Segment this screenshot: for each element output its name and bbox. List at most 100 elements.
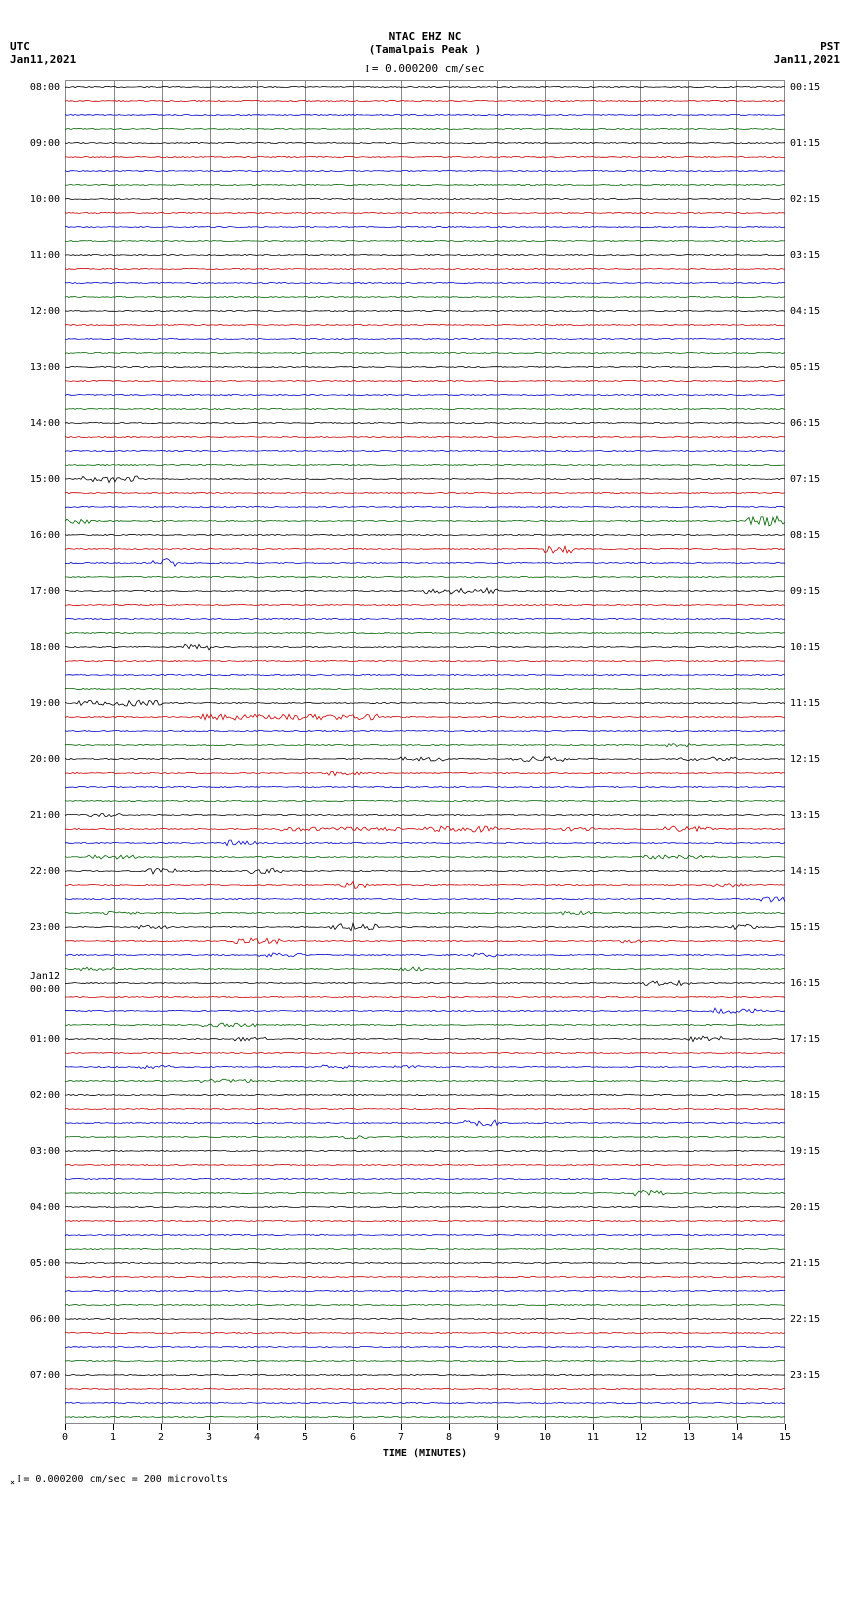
- trace-row: [10, 234, 840, 248]
- trace-waveform: [65, 388, 785, 402]
- trace-row: 05:0021:15: [10, 1256, 840, 1270]
- trace-waveform: [65, 696, 785, 710]
- utc-time-label: 02:00: [10, 1090, 60, 1101]
- trace-waveform: [65, 822, 785, 836]
- trace-row: [10, 1060, 840, 1074]
- trace-waveform: [65, 290, 785, 304]
- utc-time-label: 04:00: [10, 1202, 60, 1213]
- trace-waveform: [65, 234, 785, 248]
- trace-row: [10, 934, 840, 948]
- trace-row: 03:0019:15: [10, 1144, 840, 1158]
- utc-time-label: 14:00: [10, 418, 60, 429]
- trace-row: [10, 948, 840, 962]
- trace-row: 21:0013:15: [10, 808, 840, 822]
- trace-waveform: [65, 1186, 785, 1200]
- trace-waveform: [65, 80, 785, 94]
- trace-waveform: [65, 626, 785, 640]
- trace-row: 15:0007:15: [10, 472, 840, 486]
- x-tick-label: 14: [731, 1432, 743, 1443]
- x-tick: [593, 1424, 594, 1430]
- x-tick: [785, 1424, 786, 1430]
- trace-row: [10, 612, 840, 626]
- trace-row: [10, 1130, 840, 1144]
- trace-row: [10, 388, 840, 402]
- trace-row: [10, 668, 840, 682]
- trace-row: 16:0008:15: [10, 528, 840, 542]
- x-tick-label: 3: [206, 1432, 212, 1443]
- trace-row: 23:0015:15: [10, 920, 840, 934]
- utc-time-label: 13:00: [10, 362, 60, 373]
- trace-waveform: [65, 570, 785, 584]
- utc-time-label: 08:00: [10, 82, 60, 93]
- trace-waveform: [65, 178, 785, 192]
- trace-row: [10, 1186, 840, 1200]
- trace-row: [10, 220, 840, 234]
- utc-time-label: 01:00: [10, 1034, 60, 1045]
- trace-row: [10, 822, 840, 836]
- trace-row: [10, 738, 840, 752]
- trace-waveform: [65, 318, 785, 332]
- trace-row: 18:0010:15: [10, 640, 840, 654]
- x-tick-label: 12: [635, 1432, 647, 1443]
- trace-waveform: [65, 794, 785, 808]
- trace-waveform: [65, 1326, 785, 1340]
- tz-left: UTC: [10, 40, 76, 53]
- trace-row: [10, 1410, 840, 1424]
- trace-row: [10, 766, 840, 780]
- trace-waveform: [65, 430, 785, 444]
- x-tick-label: 15: [779, 1432, 791, 1443]
- trace-row: [10, 1102, 840, 1116]
- x-tick: [161, 1424, 162, 1430]
- trace-waveform: [65, 1368, 785, 1382]
- header-right: PST Jan11,2021: [774, 40, 840, 66]
- trace-row: [10, 276, 840, 290]
- date-left: Jan11,2021: [10, 53, 76, 66]
- trace-row: 17:0009:15: [10, 584, 840, 598]
- trace-row: [10, 836, 840, 850]
- trace-waveform: [65, 920, 785, 934]
- x-tick: [689, 1424, 690, 1430]
- utc-time-label: 10:00: [10, 194, 60, 205]
- x-tick: [305, 1424, 306, 1430]
- trace-waveform: [65, 360, 785, 374]
- trace-row: [10, 178, 840, 192]
- x-tick-label: 1: [110, 1432, 116, 1443]
- trace-row: [10, 1228, 840, 1242]
- trace-row: [10, 122, 840, 136]
- trace-waveform: [65, 1144, 785, 1158]
- pst-time-label: 23:15: [790, 1370, 840, 1381]
- trace-row: 01:0017:15: [10, 1032, 840, 1046]
- scale-indicator: I = 0.000200 cm/sec: [365, 62, 484, 75]
- x-tick: [545, 1424, 546, 1430]
- x-tick: [641, 1424, 642, 1430]
- x-axis: TIME (MINUTES) 0123456789101112131415: [65, 1424, 785, 1464]
- footer-scale: × I = 0.000200 cm/sec = 200 microvolts: [10, 1474, 840, 1487]
- trace-row: [10, 1298, 840, 1312]
- trace-waveform: [65, 808, 785, 822]
- trace-waveform: [65, 962, 785, 976]
- trace-waveform: [65, 108, 785, 122]
- trace-waveform: [65, 934, 785, 948]
- trace-row: [10, 108, 840, 122]
- trace-waveform: [65, 948, 785, 962]
- x-axis-title: TIME (MINUTES): [65, 1424, 785, 1459]
- utc-time-label: 18:00: [10, 642, 60, 653]
- trace-waveform: [65, 332, 785, 346]
- pst-time-label: 13:15: [790, 810, 840, 821]
- trace-waveform: [65, 1130, 785, 1144]
- trace-row: [10, 780, 840, 794]
- trace-waveform: [65, 220, 785, 234]
- trace-row: [10, 1004, 840, 1018]
- utc-time-label: 17:00: [10, 586, 60, 597]
- x-tick-label: 11: [587, 1432, 599, 1443]
- trace-row: 12:0004:15: [10, 304, 840, 318]
- trace-waveform: [65, 1214, 785, 1228]
- trace-row: 06:0022:15: [10, 1312, 840, 1326]
- utc-time-label: 20:00: [10, 754, 60, 765]
- trace-row: [10, 444, 840, 458]
- trace-row: [10, 556, 840, 570]
- trace-row: [10, 150, 840, 164]
- pst-time-label: 03:15: [790, 250, 840, 261]
- x-tick: [401, 1424, 402, 1430]
- trace-waveform: [65, 1298, 785, 1312]
